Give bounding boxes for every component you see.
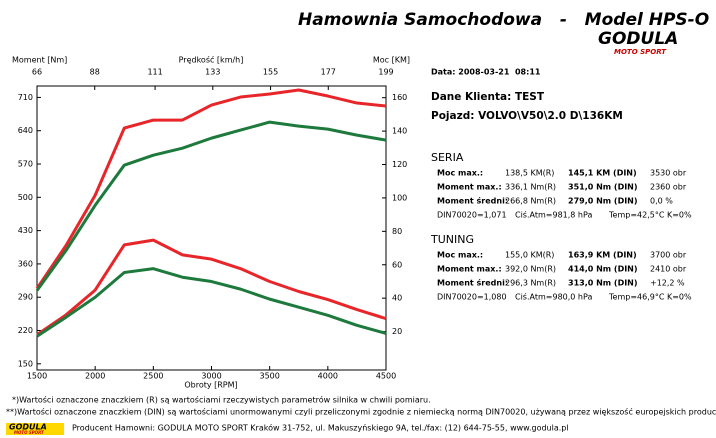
info-cell: Moment średni: [437, 196, 508, 206]
x-tick-label: 4000 [318, 372, 338, 381]
info-footer: DIN70020=1,071 [437, 211, 507, 220]
x2-tick-label: 177 [321, 68, 336, 77]
y-tick-label: 500 [18, 193, 33, 202]
info-cell: 279,0 Nm (DIN) [568, 197, 638, 206]
y2-tick-label: 80 [392, 227, 402, 236]
info-cell: 392,0 Nm(R) [505, 265, 556, 274]
info-footer: Temp=46,9°C K=0% [608, 293, 692, 302]
x-axis-title: Obroty [RPM] [184, 381, 237, 390]
x-tick-label: 3500 [259, 372, 279, 381]
info-cell: 138,5 KM(R) [505, 169, 554, 178]
info-footer: Ciś.Atm=980,0 hPa [515, 292, 592, 302]
info-cell: +12,2 % [650, 279, 685, 288]
date: Data: 2008-03-21 08:11 [431, 68, 541, 77]
x2-tick-label: 155 [263, 68, 278, 77]
info-footer: Temp=42,5°C K=0% [608, 211, 692, 220]
y-tick-label: 360 [18, 259, 33, 268]
client: Dane Klienta: TEST [431, 91, 545, 103]
x2-tick-label: 66 [32, 68, 42, 77]
y2-tick-label: 20 [392, 327, 402, 336]
y-tick-label: 220 [18, 326, 33, 335]
x2-axis-title: Prędkość [km/h] [179, 55, 244, 65]
info-cell: 0,0 % [650, 197, 673, 206]
vehicle: Pojazd: VOLVO\V50\2.0 D\136KM [431, 110, 623, 122]
series-line [35, 88, 387, 290]
y-tick-label: 150 [18, 359, 33, 368]
section-title: SERIA [431, 151, 464, 164]
y2-axis-title: Moc [KM] [373, 56, 410, 65]
x2-tick-label: 111 [147, 68, 162, 77]
section-title: TUNING [430, 233, 474, 246]
y-tick-label: 570 [18, 160, 33, 169]
info-cell: Moment max.: [437, 265, 502, 274]
info-cell: 2410 obr [650, 265, 687, 274]
y2-tick-label: 60 [392, 260, 402, 269]
info-cell: 351,0 Nm (DIN) [568, 183, 638, 192]
series-line [36, 267, 387, 338]
logo-small-name: GODULA [9, 423, 47, 432]
x2-tick-label: 133 [205, 68, 220, 77]
info-cell: 3530 obr [650, 169, 687, 178]
info-cell: Moc max.: [437, 169, 483, 178]
info-cell: 163,9 KM (DIN) [568, 251, 637, 260]
series-line [35, 120, 387, 292]
info-footer: Ciś.Atm=981,8 hPa [515, 210, 592, 220]
note: **)Wartości oznaczone znaczkiem (DIN) są… [6, 407, 716, 417]
plot-frame [36, 85, 387, 371]
x-tick-label: 2500 [143, 372, 163, 381]
info-footer: DIN70020=1,080 [437, 293, 507, 302]
y2-tick-label: 100 [392, 193, 407, 202]
info-cell: Moment max.: [437, 183, 502, 192]
info-cell: Moment średni: [437, 278, 508, 288]
producer: Producent Hamowni: GODULA MOTO SPORT Kra… [72, 423, 569, 433]
y2-tick-label: 120 [392, 160, 407, 169]
x-tick-label: 3000 [201, 372, 221, 381]
series-line [36, 238, 387, 337]
x-tick-label: 4500 [376, 372, 396, 381]
note: *)Wartości oznaczone znaczkiem (R) są wa… [12, 395, 431, 405]
info-cell: Moc max.: [437, 251, 483, 260]
info-cell: 145,1 KM (DIN) [568, 169, 637, 178]
info-cell: 414,0 Nm (DIN) [568, 265, 638, 274]
page-title: Hamownia Samochodowa - Model HPS-O [298, 10, 709, 30]
y-tick-label: 290 [18, 293, 33, 302]
info-cell: 336,1 Nm(R) [505, 183, 556, 192]
y-tick-label: 430 [18, 226, 33, 235]
info-cell: 266,8 Nm(R) [505, 197, 556, 206]
y2-tick-label: 160 [392, 93, 407, 102]
logo-small-sub: MOTO SPORT [14, 430, 44, 435]
info-cell: 3700 obr [650, 251, 687, 260]
x-tick-label: 2000 [85, 372, 105, 381]
info-cell: 2360 obr [650, 183, 687, 192]
y2-tick-label: 40 [392, 294, 402, 303]
logo-small [6, 423, 64, 435]
y-tick-label: 640 [18, 126, 33, 135]
x2-tick-label: 199 [378, 68, 393, 77]
info-cell: 313,0 Nm (DIN) [568, 279, 638, 288]
x2-tick-label: 88 [90, 68, 100, 77]
y-axis-title: Moment [Nm] [12, 56, 67, 65]
logo-name: GODULA [598, 29, 678, 49]
y2-tick-label: 140 [392, 127, 407, 136]
info-cell: 155,0 KM(R) [505, 251, 554, 260]
x-tick-label: 1500 [27, 372, 47, 381]
y-tick-label: 710 [18, 93, 33, 102]
info-cell: 296,3 Nm(R) [505, 279, 556, 288]
logo-sub: MOTO SPORT [614, 48, 667, 56]
